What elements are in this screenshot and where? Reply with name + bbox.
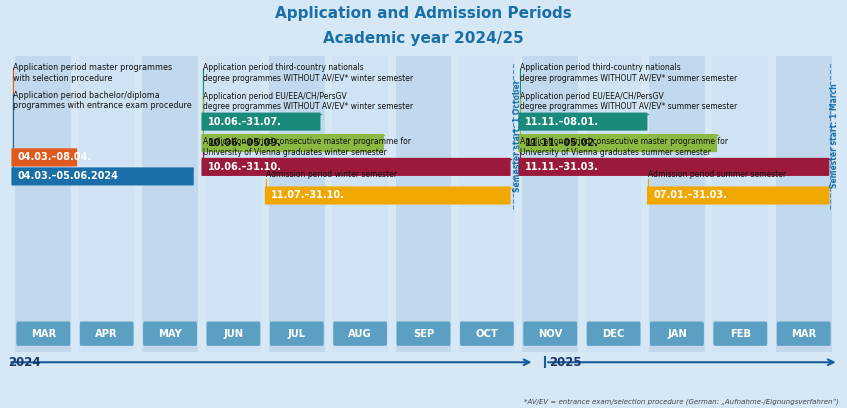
Text: Admission period winter semester: Admission period winter semester xyxy=(266,170,397,179)
Text: 11.11.–31.03.: 11.11.–31.03. xyxy=(525,162,599,172)
Text: Academic year 2024/25: Academic year 2024/25 xyxy=(323,31,524,46)
Text: SEP: SEP xyxy=(412,329,435,339)
Text: NOV: NOV xyxy=(538,329,562,339)
Text: Application period third-country nationals
degree programmes WITHOUT AV/EV* wint: Application period third-country nationa… xyxy=(203,63,413,83)
Text: 11.11.–05.02.: 11.11.–05.02. xyxy=(525,138,599,148)
Bar xyxy=(396,56,451,352)
FancyBboxPatch shape xyxy=(11,167,194,186)
Text: 10.06.–31.07.: 10.06.–31.07. xyxy=(208,117,282,126)
Bar xyxy=(649,56,705,352)
FancyBboxPatch shape xyxy=(396,322,451,346)
Bar xyxy=(712,56,768,352)
FancyBboxPatch shape xyxy=(647,186,829,204)
Text: 07.01.–31.03.: 07.01.–31.03. xyxy=(654,191,728,200)
Bar xyxy=(459,56,515,352)
Text: Admission period summer semester: Admission period summer semester xyxy=(648,170,786,179)
FancyBboxPatch shape xyxy=(518,158,829,176)
FancyBboxPatch shape xyxy=(523,322,577,346)
Text: Semester start: 1 March: Semester start: 1 March xyxy=(830,84,839,188)
Text: 2024: 2024 xyxy=(8,356,42,369)
Text: JAN: JAN xyxy=(667,329,687,339)
Text: MAR: MAR xyxy=(791,329,817,339)
Bar xyxy=(268,56,324,352)
Text: FEB: FEB xyxy=(730,329,750,339)
FancyBboxPatch shape xyxy=(333,322,387,346)
Text: Application and Admission Periods: Application and Admission Periods xyxy=(275,6,572,21)
Text: Application period third-country nationals
degree programmes WITHOUT AV/EV* summ: Application period third-country nationa… xyxy=(520,63,737,83)
FancyBboxPatch shape xyxy=(143,322,197,346)
Text: Application period EU/EEA/CH/PersGV
degree programmes WITHOUT AV/EV* summer seme: Application period EU/EEA/CH/PersGV degr… xyxy=(520,92,737,111)
FancyBboxPatch shape xyxy=(202,158,511,176)
FancyBboxPatch shape xyxy=(11,149,77,166)
Text: DEC: DEC xyxy=(602,329,625,339)
FancyBboxPatch shape xyxy=(650,322,704,346)
FancyBboxPatch shape xyxy=(80,322,134,346)
Bar xyxy=(15,56,71,352)
Text: AUG: AUG xyxy=(348,329,372,339)
Text: OCT: OCT xyxy=(475,329,498,339)
Text: Application period bachelor/diploma
programmes with entrance exam procedure: Application period bachelor/diploma prog… xyxy=(13,91,191,110)
FancyBboxPatch shape xyxy=(202,134,384,152)
Bar xyxy=(206,56,261,352)
FancyBboxPatch shape xyxy=(518,113,647,131)
FancyBboxPatch shape xyxy=(270,322,324,346)
Bar xyxy=(142,56,198,352)
Text: 2025: 2025 xyxy=(550,356,582,369)
Text: Application period EU/EEA/CH/PersGV
degree programmes WITHOUT AV/EV* winter seme: Application period EU/EEA/CH/PersGV degr… xyxy=(203,92,413,111)
Text: MAR: MAR xyxy=(30,329,56,339)
Text: APR: APR xyxy=(96,329,118,339)
Bar xyxy=(586,56,641,352)
Text: Semester start: 1 October: Semester start: 1 October xyxy=(513,80,523,192)
Text: 04.03.–05.06.2024: 04.03.–05.06.2024 xyxy=(18,171,119,182)
Text: JUN: JUN xyxy=(224,329,243,339)
FancyBboxPatch shape xyxy=(518,134,717,152)
Text: *AV/EV = entrance exam/selection procedure (German: „Aufnahme-/Eignungsverfahren: *AV/EV = entrance exam/selection procedu… xyxy=(523,398,839,405)
FancyBboxPatch shape xyxy=(587,322,640,346)
Text: Application period consecutive master programme for
University of Vienna graduat: Application period consecutive master pr… xyxy=(203,137,411,157)
Text: Application period master programmes
with selection procedure: Application period master programmes wit… xyxy=(13,63,172,83)
Text: 10.06.–05.09.: 10.06.–05.09. xyxy=(208,138,282,148)
FancyBboxPatch shape xyxy=(265,186,511,204)
FancyBboxPatch shape xyxy=(207,322,260,346)
Text: Application period consecutive master programme for
University of Vienna graduat: Application period consecutive master pr… xyxy=(520,137,728,157)
Bar xyxy=(332,56,388,352)
FancyBboxPatch shape xyxy=(713,322,767,346)
Text: 04.03.–08.04.: 04.03.–08.04. xyxy=(18,152,92,162)
Text: 11.11.–08.01.: 11.11.–08.01. xyxy=(525,117,599,126)
Text: 11.07.–31.10.: 11.07.–31.10. xyxy=(271,191,346,200)
Text: JUL: JUL xyxy=(288,329,306,339)
Text: MAY: MAY xyxy=(158,329,182,339)
FancyBboxPatch shape xyxy=(460,322,514,346)
FancyBboxPatch shape xyxy=(16,322,70,346)
Text: 10.06.–31.10.: 10.06.–31.10. xyxy=(208,162,282,172)
FancyBboxPatch shape xyxy=(777,322,831,346)
Bar xyxy=(776,56,832,352)
Bar xyxy=(523,56,579,352)
Bar xyxy=(79,56,135,352)
FancyBboxPatch shape xyxy=(202,113,320,131)
